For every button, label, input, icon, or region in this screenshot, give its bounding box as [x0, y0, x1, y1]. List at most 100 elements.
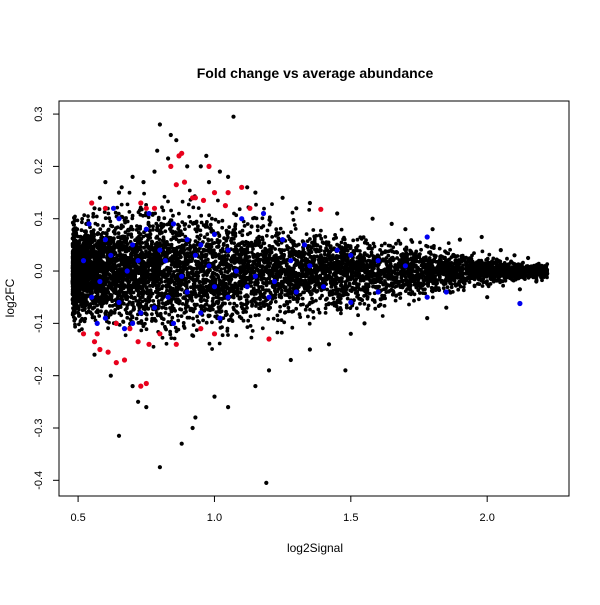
- cloud-point: [472, 284, 477, 289]
- cloud-point: [383, 241, 387, 246]
- cloud-point: [158, 241, 162, 245]
- cloud-point: [286, 234, 291, 239]
- cloud-point: [398, 242, 403, 246]
- cloud-point: [153, 242, 158, 247]
- cloud-point: [294, 263, 299, 267]
- cloud-point: [362, 251, 367, 256]
- cloud-point: [163, 326, 168, 331]
- cloud-point: [409, 249, 413, 254]
- cloud-point: [299, 282, 304, 287]
- cloud-point: [187, 254, 192, 259]
- cloud-point: [187, 224, 192, 229]
- cloud-point: [173, 308, 178, 313]
- cloud-point: [273, 239, 278, 244]
- cloud-point: [101, 223, 105, 228]
- cloud-point: [162, 294, 167, 299]
- cloud-point: [263, 268, 268, 272]
- cloud-point: [351, 238, 356, 243]
- cloud-point: [359, 260, 364, 264]
- cloud-point: [211, 270, 215, 275]
- cloud-point: [103, 297, 108, 302]
- cloud-point: [85, 233, 90, 238]
- cloud-point: [449, 285, 454, 290]
- cloud-point: [318, 296, 322, 301]
- cloud-point: [351, 281, 356, 286]
- cloud-point: [180, 220, 185, 225]
- cloud-point: [202, 249, 207, 253]
- cloud-point: [142, 245, 146, 250]
- cloud-point: [345, 296, 350, 301]
- cloud-point: [186, 202, 191, 207]
- cloud-point: [383, 279, 387, 283]
- cloud-point: [293, 297, 298, 301]
- cloud-point: [72, 219, 77, 223]
- cloud-point: [255, 224, 260, 229]
- cloud-point: [329, 284, 334, 289]
- cloud-point: [149, 242, 154, 247]
- cloud-point: [206, 237, 211, 242]
- cloud-point: [224, 238, 229, 243]
- cloud-point: [194, 273, 199, 278]
- cloud-point: [134, 288, 139, 292]
- cloud-point: [407, 267, 411, 272]
- cloud-point: [283, 288, 288, 293]
- cloud-point: [331, 296, 336, 301]
- cloud-point: [472, 251, 476, 256]
- cloud-point: [358, 235, 363, 240]
- cloud-point: [159, 297, 164, 302]
- cloud-point: [285, 247, 290, 252]
- cloud-point: [254, 262, 258, 266]
- cloud-point: [187, 188, 192, 193]
- cloud-point: [245, 325, 250, 329]
- cloud-point: [106, 227, 111, 232]
- cloud-point: [72, 318, 77, 323]
- cloud-point: [134, 316, 139, 321]
- cloud-point: [130, 216, 135, 221]
- cloud-point: [377, 262, 381, 267]
- cloud-point: [345, 248, 350, 253]
- cloud-point: [123, 333, 128, 338]
- cloud-point: [342, 249, 346, 254]
- cloud-point: [193, 221, 198, 226]
- cloud-point: [190, 298, 195, 303]
- cloud-point: [245, 293, 249, 298]
- cloud-point: [214, 310, 219, 314]
- cloud-point: [136, 265, 141, 270]
- cloud-point: [237, 314, 242, 319]
- cloud-point: [268, 261, 273, 265]
- cloud-point: [75, 218, 80, 223]
- cloud-point: [168, 329, 173, 334]
- cloud-point: [89, 230, 94, 235]
- cloud-point: [314, 289, 319, 294]
- cloud-point: [163, 229, 168, 234]
- cloud-point: [418, 240, 422, 245]
- cloud-point: [501, 283, 505, 288]
- cloud-point: [176, 222, 180, 227]
- cloud-point: [445, 285, 450, 290]
- cloud-point: [200, 263, 204, 268]
- cloud-point: [98, 227, 103, 232]
- cloud-point: [207, 341, 212, 346]
- cloud-point: [355, 237, 360, 242]
- cloud-point: [254, 202, 258, 207]
- cloud-point: [484, 280, 489, 285]
- cloud-point: [216, 301, 220, 306]
- cloud-point: [273, 233, 278, 238]
- cloud-point: [156, 217, 161, 222]
- cloud-point: [415, 265, 420, 270]
- cloud-point: [172, 336, 177, 341]
- cloud-point: [249, 241, 254, 246]
- cloud-point: [419, 263, 424, 268]
- cloud-point: [391, 245, 396, 250]
- cloud-point: [264, 233, 269, 238]
- cloud-point: [205, 273, 209, 277]
- cloud-point: [461, 288, 466, 293]
- cloud-point: [203, 264, 208, 268]
- cloud-point: [418, 291, 422, 295]
- cloud-point: [365, 241, 370, 246]
- cloud-point: [108, 304, 112, 308]
- cloud-point: [370, 267, 375, 272]
- cloud-point: [325, 248, 330, 253]
- cloud-point: [326, 243, 331, 247]
